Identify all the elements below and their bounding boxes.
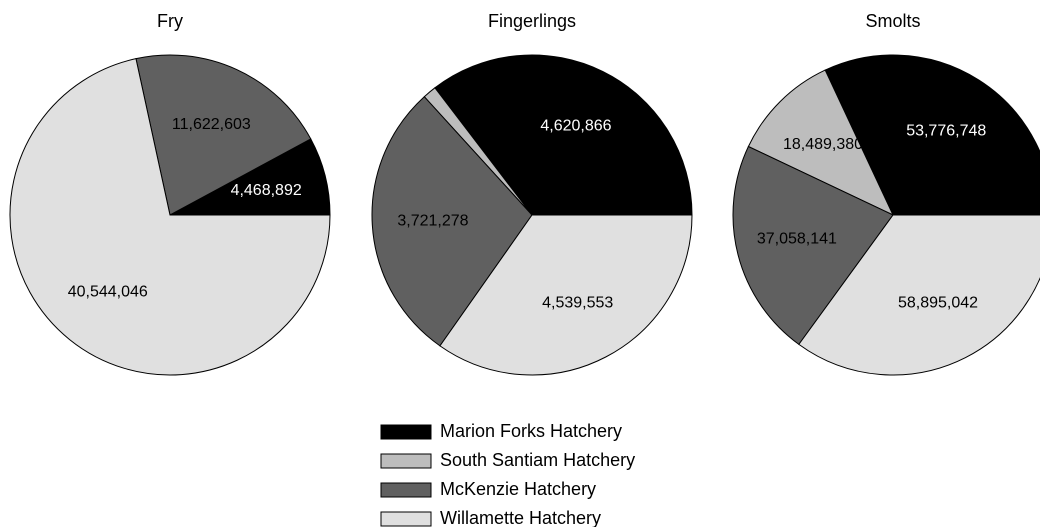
value-label: 18,489,380: [783, 136, 863, 153]
pie-slice: [371, 95, 533, 347]
legend-swatch: [380, 482, 432, 498]
value-label: 58,895,042: [898, 295, 978, 312]
legend-label: McKenzie Hatchery: [440, 479, 596, 499]
value-label: 4,539,553: [542, 294, 613, 311]
pie-slice: [732, 145, 894, 346]
pie-title: Fry: [157, 11, 183, 31]
legend-swatch: [380, 424, 432, 440]
value-label: 37,058,141: [757, 231, 837, 248]
value-label: 11,622,603: [172, 116, 251, 133]
pie-slice: [747, 69, 895, 217]
pie-slice: [824, 54, 1040, 216]
value-label: 40,544,046: [68, 283, 148, 300]
pie-slice: [798, 214, 1040, 376]
pie-slice: [135, 54, 312, 216]
value-label: 4,620,866: [540, 117, 611, 134]
value-label: 4,468,892: [231, 182, 302, 199]
pie-slice: [439, 214, 693, 376]
value-label: 3,721,278: [397, 212, 468, 229]
pie-title: Smolts: [865, 11, 920, 31]
pie-title: Fingerlings: [488, 11, 576, 31]
value-label: 53,776,748: [906, 123, 986, 140]
pie-slice: [9, 58, 331, 376]
legend-label: Willamette Hatchery: [440, 508, 601, 527]
legend-label: Marion Forks Hatchery: [440, 421, 622, 441]
legend-swatch: [380, 453, 432, 469]
pie-slice: [434, 54, 693, 216]
legend-label: South Santiam Hatchery: [440, 450, 635, 470]
legend-swatch: [380, 511, 432, 527]
